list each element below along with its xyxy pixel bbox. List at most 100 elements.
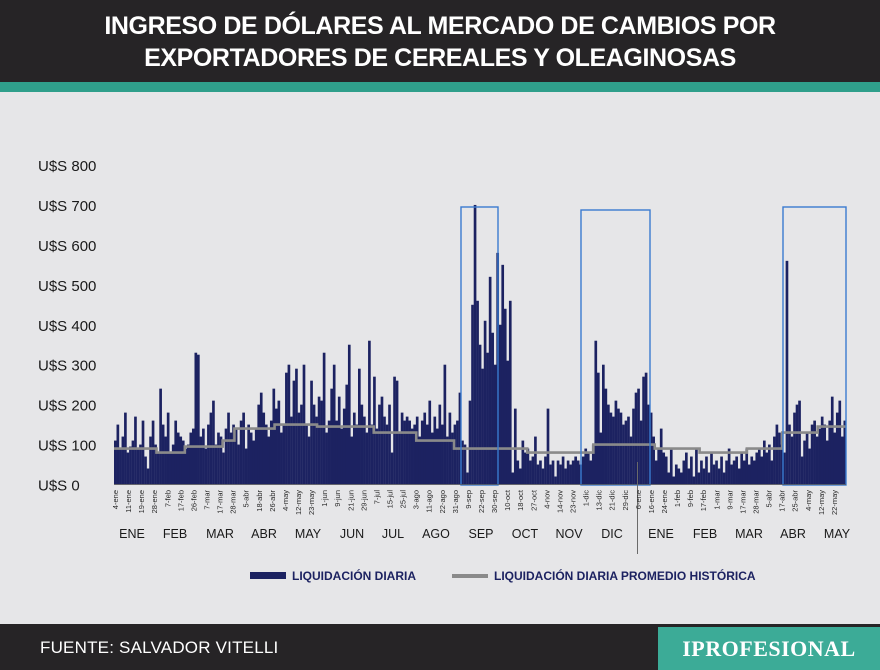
date-tick-label: 9-feb: [686, 490, 695, 507]
date-tick-label: 17-feb: [176, 490, 185, 511]
daily-bar: [622, 424, 625, 485]
y-tick-label: U$S 200: [38, 398, 96, 415]
daily-bar: [773, 436, 776, 485]
date-tick-label: 4-may: [281, 490, 290, 511]
daily-bar: [730, 464, 733, 485]
daily-bar: [327, 420, 331, 485]
daily-bar: [219, 436, 223, 485]
daily-bar: [146, 468, 150, 485]
legend-line-swatch: [452, 574, 488, 578]
daily-bar: [551, 460, 555, 485]
daily-bar: [541, 468, 545, 485]
daily-bar: [735, 456, 738, 485]
footer-bar: FUENTE: SALVADOR VITELLI IPROFESIONAL: [0, 624, 880, 670]
daily-bar: [813, 420, 816, 485]
month-label: ENE: [119, 527, 145, 541]
daily-bar: [322, 352, 326, 485]
y-tick-label: U$S 400: [38, 318, 96, 335]
y-tick-label: U$S 500: [38, 278, 96, 295]
daily-bar: [679, 472, 683, 485]
date-tick-label: 17-feb: [699, 490, 708, 511]
daily-bar: [116, 424, 120, 485]
daily-bar: [345, 384, 349, 485]
daily-bar: [634, 392, 638, 485]
daily-bar: [285, 372, 288, 485]
daily-bar: [486, 352, 489, 485]
daily-bar: [468, 400, 472, 485]
highlight-box: [580, 209, 651, 486]
daily-bar: [493, 364, 497, 485]
daily-bar: [398, 432, 401, 485]
chart-title: INGRESO DE DÓLARES AL MERCADO DE CAMBIOS…: [0, 10, 880, 74]
daily-bar: [649, 412, 653, 485]
daily-bar: [785, 260, 789, 485]
daily-bar: [300, 404, 303, 485]
daily-bar: [119, 448, 122, 485]
month-label: AGO: [422, 527, 450, 541]
daily-bar: [156, 452, 160, 485]
daily-bar: [574, 456, 577, 485]
daily-bar: [803, 440, 806, 485]
highlight-box: [782, 206, 847, 486]
daily-bar: [202, 428, 205, 485]
chart-title-line-2: EXPORTADORES DE CEREALES Y OLEAGINOSAS: [144, 44, 736, 72]
daily-bar: [410, 428, 414, 485]
date-tick-label: 25-jul: [399, 490, 408, 509]
date-tick-label: 7-mar: [203, 490, 212, 510]
daily-bar: [755, 452, 759, 485]
daily-bar: [292, 380, 296, 485]
date-tick-label: 29-dic: [621, 490, 630, 511]
daily-bar: [561, 456, 565, 485]
daily-bar: [430, 432, 434, 485]
daily-bar: [790, 436, 794, 485]
daily-bar: [340, 428, 344, 485]
daily-bar: [800, 456, 804, 485]
daily-bar: [481, 368, 484, 485]
daily-bar: [511, 472, 515, 485]
daily-bar: [232, 424, 235, 485]
date-tick-label: 16-ene: [647, 490, 656, 513]
daily-bar: [637, 388, 640, 485]
daily-bar: [483, 320, 487, 485]
date-tick-label: 15-jul: [386, 490, 395, 509]
daily-bar: [438, 404, 442, 485]
daily-bar: [476, 300, 479, 485]
date-tick-label: 1-feb: [673, 490, 682, 507]
daily-bar: [617, 408, 620, 485]
daily-bar: [682, 460, 686, 485]
daily-bar: [471, 304, 474, 485]
highlight-box: [460, 206, 499, 486]
chart-title-line-1: INGRESO DE DÓLARES AL MERCADO DE CAMBIOS…: [104, 12, 776, 40]
daily-bar: [805, 432, 809, 485]
daily-bar: [669, 448, 673, 485]
daily-bar: [259, 392, 263, 485]
month-label: ABR: [780, 527, 806, 541]
daily-bar: [257, 404, 261, 485]
daily-bar: [536, 464, 540, 485]
daily-bar: [197, 354, 200, 485]
month-label: MAY: [295, 527, 322, 541]
daily-bar: [737, 468, 741, 485]
daily-bar: [576, 460, 580, 485]
daily-bar: [408, 420, 411, 485]
daily-bar: [644, 372, 648, 485]
date-tick-label: 3-ago: [412, 490, 421, 509]
daily-bar: [654, 460, 658, 485]
daily-bar: [393, 376, 396, 485]
daily-bar: [189, 432, 193, 485]
daily-bar: [330, 388, 333, 485]
daily-bar: [400, 412, 404, 485]
daily-bar: [692, 476, 696, 485]
daily-bar: [337, 396, 341, 485]
daily-bar: [217, 432, 220, 485]
daily-bar: [742, 460, 746, 485]
daily-bar: [121, 436, 125, 485]
daily-bar: [762, 440, 766, 485]
date-tick-label: 17-mar: [216, 490, 225, 514]
daily-bar: [360, 404, 364, 485]
daily-bar: [254, 428, 258, 485]
daily-bar: [710, 452, 713, 485]
daily-bar: [458, 392, 462, 485]
daily-bar: [420, 420, 424, 485]
daily-bar: [352, 412, 356, 485]
